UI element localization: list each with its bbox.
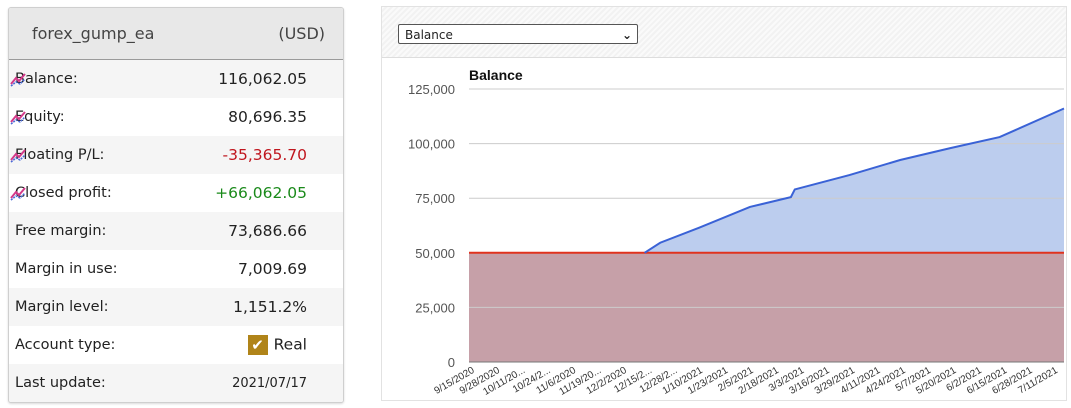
checkbox-checked-icon: ✔ [247, 335, 268, 355]
account-row: Balance: 116,062.05 [9, 60, 343, 98]
y-tick-label: 100,000 [408, 137, 455, 152]
row-value: ✔ Real [157, 335, 307, 355]
row-value: 2021/07/17 [157, 376, 307, 391]
y-tick-label: 0 [448, 355, 455, 370]
y-tick-label: 25,000 [415, 300, 455, 315]
row-value-text: 80,696.35 [228, 108, 307, 126]
chart-type-select-value: Balance [405, 28, 453, 42]
row-value-text: 7,009.69 [237, 260, 307, 278]
account-row: Floating P/L: -35,365.70 [9, 136, 343, 174]
row-label: Margin in use: [15, 261, 118, 277]
line-chart-icon[interactable] [9, 109, 27, 125]
row-value: 73,686.66 [157, 222, 307, 240]
row-value-text: 2021/07/17 [232, 375, 307, 391]
row-label: Closed profit: [15, 185, 112, 201]
row-value-text: 116,062.05 [218, 70, 307, 88]
row-label: Balance: [15, 71, 78, 87]
row-value: 80,696.35 [157, 108, 307, 126]
row-value-text: -35,365.70 [222, 146, 307, 164]
account-row: Margin in use: 7,009.69 [9, 250, 343, 288]
line-chart-icon[interactable] [9, 185, 27, 201]
y-tick-label: 50,000 [415, 246, 455, 261]
chart-type-select[interactable]: Balance ⌄ [398, 24, 638, 44]
row-value-text: +66,062.05 [215, 184, 307, 202]
y-tick-label: 75,000 [415, 191, 455, 206]
chart-title: Balance [469, 67, 523, 83]
row-value-text: 73,686.66 [228, 222, 307, 240]
account-summary-panel: forex_gump_ea (USD) Balance: 116,062.05 Eq… [8, 7, 344, 403]
row-value: +66,062.05 [157, 184, 307, 202]
row-value-text: 1,151.2% [233, 298, 307, 316]
line-chart-icon[interactable] [9, 147, 27, 163]
account-row: Last update: 2021/07/17 [9, 364, 343, 402]
account-row: Account type: ✔ Real [9, 326, 343, 364]
row-value: 7,009.69 [157, 260, 307, 278]
account-row: Margin level: 1,151.2% [9, 288, 343, 326]
balance-line [644, 107, 1065, 254]
y-tick-label: 125,000 [408, 82, 455, 97]
account-header: forex_gump_ea (USD) [9, 8, 343, 60]
account-currency: (USD) [278, 24, 325, 43]
row-value: 1,151.2% [157, 298, 307, 316]
row-label: Free margin: [15, 223, 107, 239]
row-label: Equity: [15, 109, 65, 125]
line-chart-icon[interactable] [9, 71, 27, 87]
account-name: forex_gump_ea [32, 24, 155, 43]
account-row: Free margin: 73,686.66 [9, 212, 343, 250]
account-row: Equity: 80,696.35 [9, 98, 343, 136]
row-value: 116,062.05 [157, 70, 307, 88]
row-value-text: Real [273, 335, 307, 354]
chart-toolbar: Balance ⌄ [382, 7, 1066, 58]
row-value: -35,365.70 [157, 146, 307, 164]
row-label: Floating P/L: [15, 147, 105, 163]
account-row: Closed profit: +66,062.05 [9, 174, 343, 212]
chevron-down-icon: ⌄ [621, 28, 632, 42]
row-label: Last update: [15, 375, 106, 391]
row-label: Account type: [15, 337, 116, 353]
row-label: Margin level: [15, 299, 109, 315]
